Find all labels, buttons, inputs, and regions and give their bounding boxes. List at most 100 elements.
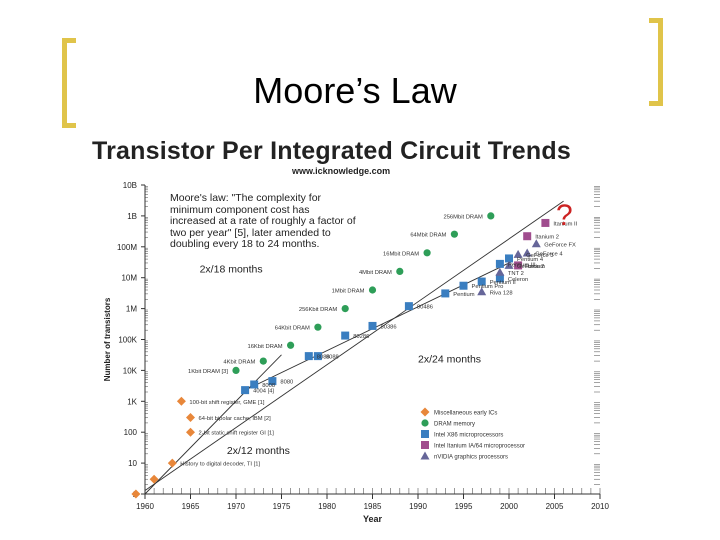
- data-point: [268, 377, 277, 386]
- y-axis-title: Number of transistors: [103, 297, 112, 381]
- data-label: 16Kbit DRAM: [247, 344, 282, 350]
- data-point: [421, 430, 429, 438]
- data-label: 64-bit bipolar cache, IBM [2]: [199, 416, 272, 422]
- data-label: 1Mbit DRAM: [332, 288, 365, 294]
- data-label: Riva 128: [490, 290, 513, 296]
- data-label: 80286: [353, 334, 369, 340]
- data-point: [186, 427, 195, 437]
- data-label: 256Kbit DRAM: [299, 307, 338, 313]
- trend-label-18-months: 2x/18 months: [200, 263, 263, 275]
- data-point: [314, 323, 322, 331]
- trend-line: [144, 200, 564, 491]
- data-point: [513, 249, 523, 258]
- data-label: Itanium: [526, 264, 545, 270]
- x-tick-label: 1965: [182, 502, 200, 511]
- y-tick-label: 100M: [117, 243, 137, 252]
- data-point: [176, 396, 186, 406]
- data-point: [514, 261, 523, 270]
- data-point: [186, 412, 195, 422]
- data-label: Celeron: [508, 277, 528, 283]
- data-point: [421, 419, 429, 427]
- data-label: 4Mbit DRAM: [359, 270, 392, 276]
- data-point: [341, 331, 350, 340]
- data-point: [420, 451, 430, 460]
- data-point: [531, 239, 541, 248]
- legend-entry-label: DRAM memory: [434, 422, 475, 428]
- data-label: GeForce 2: [517, 264, 544, 270]
- data-point: [404, 302, 413, 311]
- data-label: Itanium 2: [535, 235, 559, 241]
- data-label: 16Mbit DRAM: [383, 251, 419, 257]
- data-point: [441, 289, 450, 298]
- left-bracket-bottom: [62, 123, 76, 128]
- trend-line: [144, 354, 282, 495]
- data-label: 8080: [280, 380, 293, 386]
- left-bracket-top: [62, 38, 76, 43]
- data-point: [487, 212, 495, 220]
- right-bracket-top: [649, 18, 663, 23]
- data-label: 8008: [262, 383, 275, 389]
- x-tick-label: 2005: [546, 502, 564, 511]
- data-point: [368, 286, 377, 294]
- data-label: Itanium II: [553, 221, 577, 227]
- data-point: [459, 281, 468, 290]
- legend-entry-label: Miscellaneous early ICs: [434, 411, 497, 417]
- y-tick-label: 10M: [121, 274, 137, 283]
- left-bracket-vertical: [62, 38, 67, 128]
- chart-subtitle: www.icknowledge.com: [292, 166, 391, 176]
- data-label: History to digital decoder, TI [1]: [180, 462, 260, 468]
- y-tick-label: 10: [128, 459, 137, 468]
- data-label: 64Kbit DRAM: [275, 326, 310, 332]
- x-tick-label: 1970: [227, 502, 245, 511]
- y-tick-label: 1B: [127, 212, 137, 221]
- data-label: Pentium: [453, 292, 474, 298]
- data-label: Pentium III: [508, 262, 536, 268]
- data-label: Pentium II: [490, 280, 516, 286]
- trend-label-12-months: 2x/12 months: [227, 445, 290, 457]
- data-label: 2-bit static shift register GI [1]: [199, 431, 275, 437]
- data-point: [287, 341, 295, 349]
- data-point: [495, 267, 505, 276]
- y-tick-label: 100: [124, 428, 138, 437]
- trend-label-24-months: 2x/24 months: [418, 354, 481, 366]
- x-tick-label: 1990: [409, 502, 427, 511]
- data-label: GeForce 4: [535, 252, 563, 258]
- legend-entry-label: nVIDIA graphics processors: [434, 455, 508, 461]
- data-label: 80386: [381, 324, 397, 330]
- data-point: [505, 254, 513, 263]
- data-label: 64Mbit DRAM: [410, 233, 446, 239]
- data-point: [250, 380, 259, 389]
- data-label: GeForce FX: [544, 242, 576, 248]
- data-point: [495, 259, 504, 268]
- data-label: 80486: [417, 305, 433, 311]
- data-point: [259, 357, 267, 365]
- data-label: 8086: [317, 355, 330, 361]
- right-bracket-bottom: [649, 101, 663, 106]
- data-label: Pentium 4: [517, 257, 544, 263]
- x-tick-label: 1960: [136, 502, 154, 511]
- question-mark: ?: [556, 199, 573, 232]
- y-tick-label: 1K: [127, 397, 137, 406]
- chart-title: Transistor Per Integrated Circuit Trends: [92, 137, 571, 165]
- x-tick-label: 2010: [591, 502, 609, 511]
- data-point: [149, 474, 159, 484]
- data-point: [541, 218, 550, 227]
- data-point: [241, 386, 250, 395]
- legend-entry-label: Intel X86 microprocessors: [434, 433, 503, 439]
- y-tick-label: 100K: [118, 336, 137, 345]
- data-point: [232, 366, 240, 374]
- data-point: [423, 249, 431, 257]
- data-point: [167, 458, 177, 468]
- data-point: [368, 321, 377, 330]
- data-label: 4Kbit DRAM: [223, 360, 255, 366]
- data-point: [523, 232, 532, 241]
- data-point: [495, 274, 504, 283]
- data-label: 8088: [326, 355, 339, 361]
- data-label: GeForce 3: [526, 253, 553, 259]
- data-point: [450, 230, 458, 238]
- data-point: [313, 352, 322, 361]
- data-label: 1Kbit DRAM [3]: [188, 369, 228, 375]
- data-label: 100-bit shift register, GME [1]: [189, 400, 264, 406]
- data-point: [341, 305, 349, 313]
